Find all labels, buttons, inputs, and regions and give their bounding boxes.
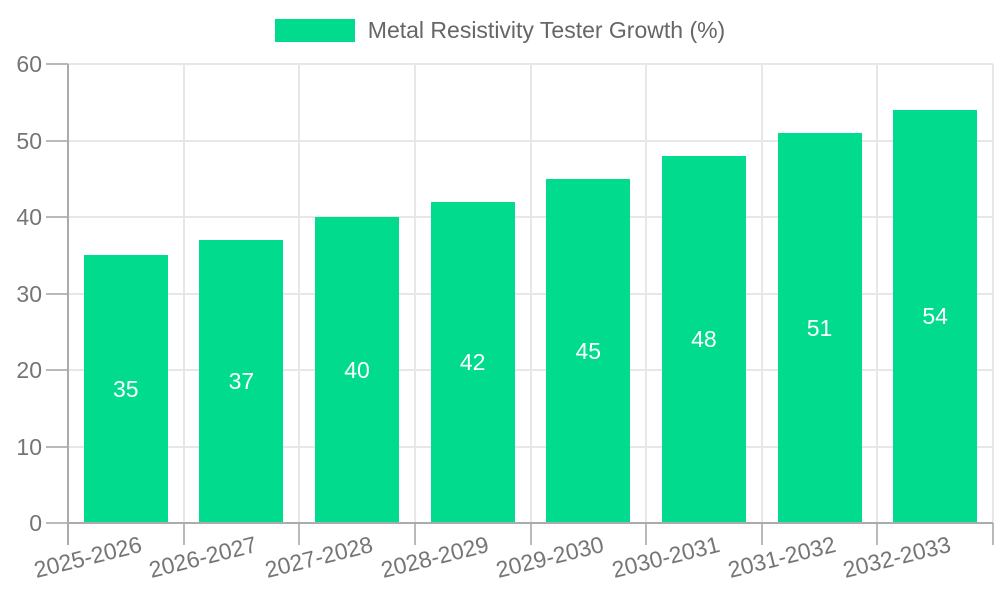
y-tick-mark — [46, 445, 68, 448]
x-tick-label: 2029-2030 — [493, 531, 607, 583]
bar-value-label: 45 — [575, 337, 602, 364]
gridline-v — [992, 64, 994, 523]
y-tick-label: 30 — [16, 280, 42, 307]
y-tick-mark — [46, 369, 68, 371]
axis-line-y — [67, 64, 69, 545]
y-tick-label: 0 — [29, 510, 42, 536]
bar-value-label: 40 — [344, 357, 370, 383]
x-tick-label: 2028-2029 — [377, 531, 491, 583]
bar-value-label: 48 — [691, 326, 717, 353]
legend-label: Metal Resistivity Tester Growth (%) — [367, 17, 726, 43]
x-tick-mark — [992, 523, 994, 545]
bar-value-label: 35 — [113, 376, 139, 403]
x-tick-mark — [529, 523, 532, 545]
gridline-v — [529, 64, 532, 523]
x-tick-label: 2025-2026 — [31, 531, 145, 583]
y-tick-label: 60 — [16, 51, 42, 77]
bar-value-label: 54 — [922, 303, 948, 330]
x-tick-mark — [413, 523, 416, 545]
y-tick-mark — [46, 139, 68, 142]
gridline-v — [413, 64, 416, 523]
bar[interactable] — [83, 255, 168, 523]
bar[interactable] — [430, 201, 515, 523]
axis-line-x — [68, 522, 993, 524]
gridline-v — [760, 64, 763, 523]
x-tick-label: 2026-2027 — [146, 531, 260, 583]
y-tick-mark — [46, 63, 68, 65]
bar[interactable] — [661, 155, 746, 523]
gridline-v — [298, 64, 301, 523]
gridline-v — [645, 64, 648, 523]
x-tick-mark — [182, 523, 185, 545]
x-tick-mark — [760, 523, 763, 545]
x-tick-mark — [645, 523, 648, 545]
x-tick-mark — [876, 523, 879, 545]
y-tick-label: 10 — [16, 433, 42, 460]
x-tick-mark — [298, 523, 301, 545]
y-tick-mark — [46, 292, 68, 295]
x-tick-label: 2032-2033 — [840, 531, 954, 583]
bar[interactable] — [893, 109, 978, 523]
x-tick-label: 2030-2031 — [609, 531, 723, 583]
legend-swatch — [274, 19, 355, 42]
y-tick-label: 20 — [16, 357, 42, 383]
legend-item[interactable]: Metal Resistivity Tester Growth (%) — [0, 19, 1000, 42]
bar-value-label: 51 — [806, 314, 833, 341]
y-tick-mark — [46, 216, 68, 218]
bar[interactable] — [199, 239, 284, 523]
gridline-v — [876, 64, 879, 523]
gridline-v — [182, 64, 185, 523]
bar[interactable] — [546, 178, 631, 523]
bar-value-label: 42 — [459, 349, 486, 376]
y-tick-label: 50 — [16, 127, 42, 154]
x-tick-label: 2027-2028 — [262, 531, 376, 583]
bar-value-label: 37 — [228, 368, 255, 395]
y-tick-mark — [46, 522, 68, 524]
bar[interactable] — [777, 132, 862, 523]
y-tick-label: 40 — [16, 204, 42, 230]
x-tick-label: 2031-2032 — [724, 531, 838, 583]
bar[interactable] — [315, 217, 400, 523]
